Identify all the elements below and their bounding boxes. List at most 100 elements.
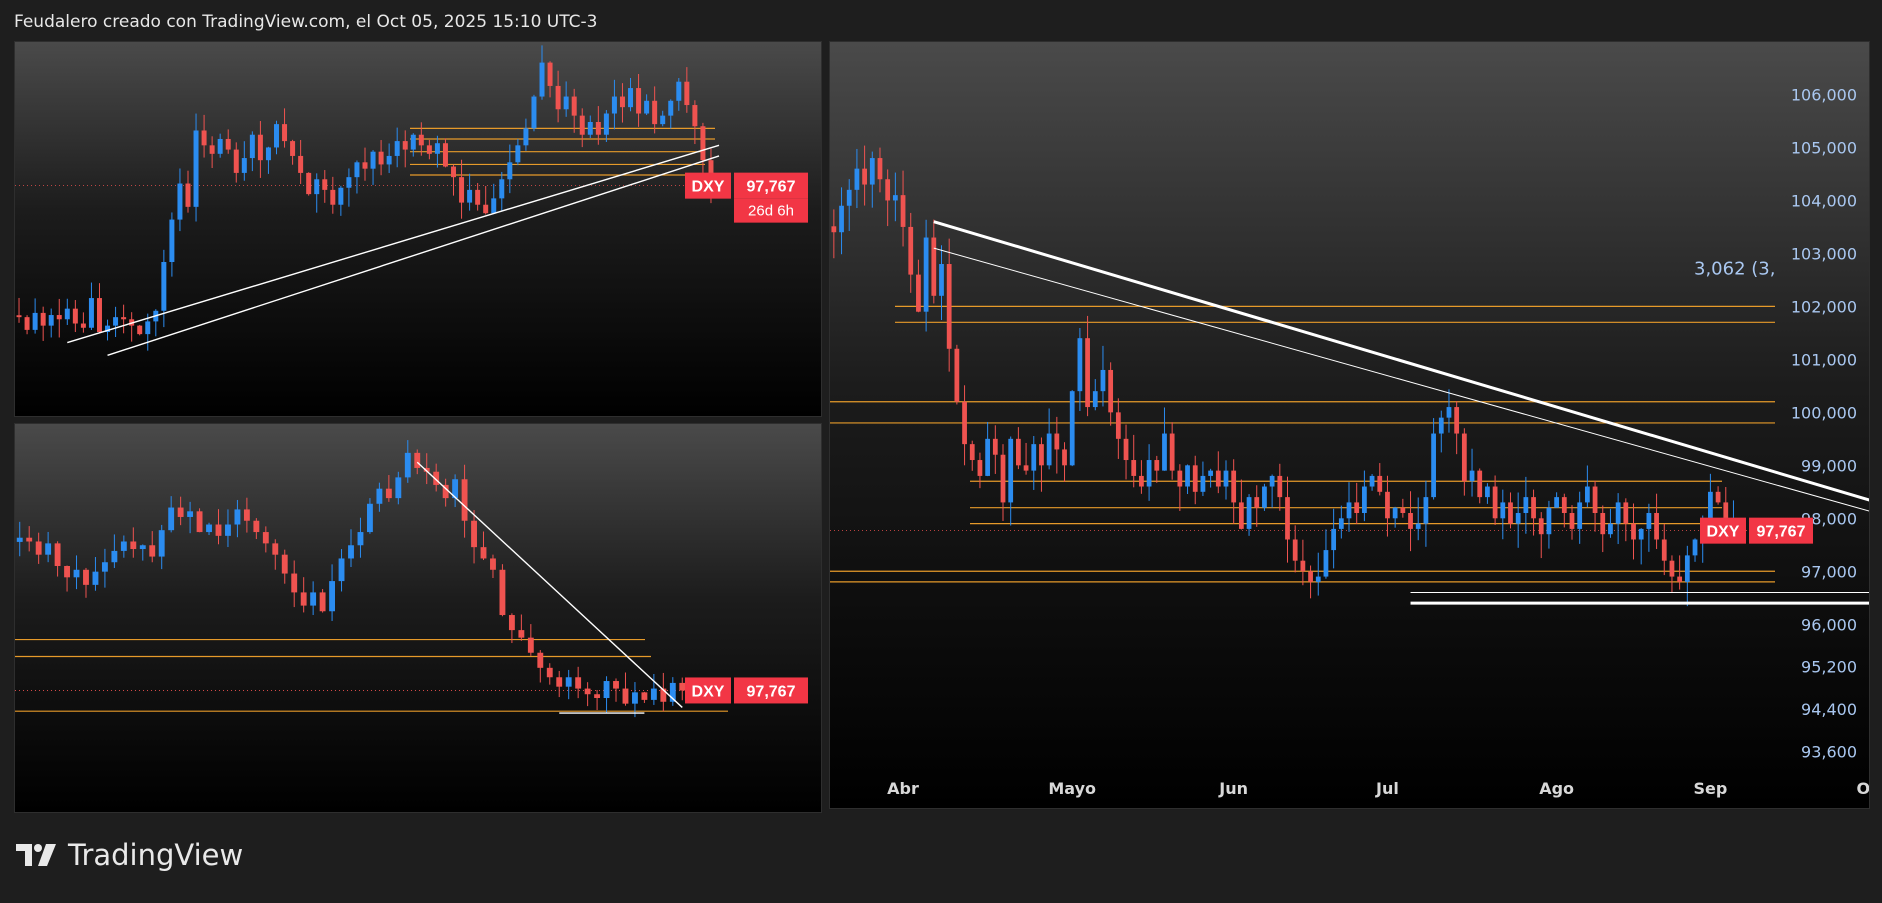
candle-body [892, 195, 898, 201]
tradingview-logo-icon [16, 844, 56, 866]
candle-body [1669, 560, 1675, 577]
candle-body [459, 177, 465, 203]
candle-body [571, 96, 577, 116]
candle-body [985, 438, 991, 476]
candle-body [1362, 486, 1367, 514]
candle-body [442, 143, 448, 167]
candle-body [376, 488, 383, 504]
candle-body [88, 298, 94, 328]
candle-body [491, 198, 497, 214]
candle-body [1100, 369, 1106, 392]
candle-body [35, 541, 42, 555]
candle-body [111, 550, 118, 563]
price-label-bg [734, 172, 808, 199]
trendline [67, 144, 720, 344]
candle-body [1469, 470, 1475, 482]
candle-body [105, 325, 111, 332]
candle-body [518, 630, 525, 638]
candle-body [475, 189, 481, 205]
candle-body [1523, 497, 1529, 514]
candle-body [1354, 502, 1360, 514]
candle-body [1446, 407, 1452, 418]
candle-body [80, 323, 86, 328]
candle-body [1108, 369, 1114, 413]
candle-body [145, 321, 151, 335]
candle-body [1385, 491, 1390, 519]
chart-header-title: Feudalero creado con TradingView.com, el… [14, 12, 598, 32]
candle-body [249, 134, 255, 159]
candle-body [1300, 560, 1306, 572]
price-label-bg [1749, 517, 1813, 544]
candle-body [1085, 338, 1090, 408]
candle-body [579, 115, 585, 135]
candle-body [652, 100, 658, 125]
last-price-label: 97,767 [1757, 524, 1806, 541]
candle-body [385, 488, 392, 499]
candle-body [306, 172, 312, 195]
chart-top-left-svg[interactable]: DXY 97,767 26d 6h [15, 42, 821, 416]
candle-body [187, 511, 194, 517]
candle-body [96, 298, 102, 332]
candle-body [1692, 539, 1698, 556]
candle-body [1531, 497, 1536, 519]
y-axis-tick-label: 104,000 [1791, 191, 1857, 210]
candle-body [201, 130, 207, 146]
tradingview-logo[interactable]: TradingView [16, 838, 243, 872]
candle-body [523, 128, 529, 146]
candle-body [26, 537, 33, 542]
candle-body [1069, 391, 1075, 466]
candle-body [603, 113, 609, 135]
symbol-label: DXY [692, 179, 725, 196]
candle-body [641, 692, 648, 700]
candle-body [410, 134, 416, 150]
candle-body [854, 168, 860, 190]
candle-body [169, 219, 175, 262]
candle-body [357, 532, 364, 546]
candle-body [1269, 475, 1275, 487]
candle-body [1123, 438, 1129, 461]
candle-body [668, 100, 674, 116]
candle-body [862, 168, 867, 185]
x-axis-tick-label: Oct [1857, 779, 1869, 798]
y-axis-tick-label: 98,000 [1801, 509, 1857, 528]
chart-bottom-left-svg[interactable]: DXY 97,767 [15, 424, 821, 812]
candle-body [274, 124, 279, 148]
candle-body [556, 677, 563, 687]
candle-body [434, 143, 440, 154]
candle-body [660, 115, 666, 125]
candle-body [1677, 576, 1683, 582]
symbol-label: DXY [1707, 524, 1740, 541]
candle-body [1062, 449, 1067, 466]
candle-body [1508, 502, 1513, 524]
candle-body [1646, 513, 1652, 529]
candle-body [253, 520, 260, 533]
candle-body [282, 124, 288, 142]
chart-panel-top-left[interactable]: DXY 97,767 26d 6h [14, 41, 822, 417]
y-axis-tick-label: 93,600 [1801, 742, 1857, 761]
candle-body [168, 507, 175, 531]
y-axis-tick-label: 94,400 [1801, 700, 1857, 719]
candle-body [962, 401, 967, 445]
candle-body [290, 141, 296, 156]
chart-panel-right[interactable]: 106,000 105,000 104,000 103,000 102,000 101,0… [829, 41, 1870, 809]
candle-body [499, 179, 505, 199]
candle-body [1492, 486, 1498, 519]
chart-right-svg[interactable]: 106,000 105,000 104,000 103,000 102,000 101,0… [830, 42, 1869, 808]
last-price-label: 97,767 [747, 683, 796, 700]
candle-body [555, 85, 561, 110]
candle-body [483, 204, 489, 214]
chart-panel-bottom-left[interactable]: DXY 97,767 [14, 423, 822, 813]
candle-body [1569, 513, 1575, 529]
candle-body [32, 312, 38, 330]
candle-body [1323, 550, 1329, 577]
candle-body [467, 189, 473, 203]
symbol-label: DXY [692, 683, 725, 700]
candle-body [1454, 407, 1460, 434]
candle-body [1431, 433, 1436, 498]
candle-body [298, 155, 304, 173]
candle-body [931, 237, 937, 296]
candle-body [650, 688, 657, 700]
candle-body [1162, 433, 1167, 471]
x-axis-tick-label: Sep [1693, 779, 1727, 798]
candle-body [1246, 497, 1252, 529]
